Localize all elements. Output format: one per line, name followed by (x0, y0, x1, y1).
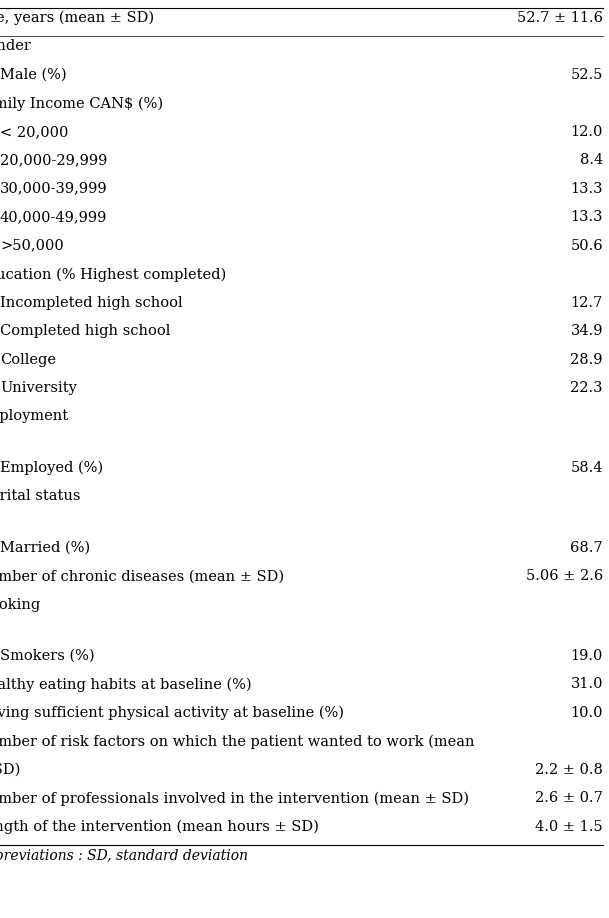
Text: 31.0: 31.0 (571, 677, 603, 691)
Text: 52.5: 52.5 (571, 68, 603, 82)
Text: 40,000-49,999: 40,000-49,999 (0, 210, 107, 224)
Text: 20,000-29,999: 20,000-29,999 (0, 153, 107, 167)
Text: 13.3: 13.3 (571, 210, 603, 224)
Text: 10.0: 10.0 (571, 706, 603, 720)
Text: 34.9: 34.9 (571, 324, 603, 338)
Text: Incompleted high school: Incompleted high school (0, 296, 183, 309)
Text: 58.4: 58.4 (571, 461, 603, 475)
Text: Completed high school: Completed high school (0, 324, 171, 338)
Text: Abbreviations : SD, standard deviation: Abbreviations : SD, standard deviation (0, 848, 248, 862)
Text: 68.7: 68.7 (570, 541, 603, 554)
Text: 12.0: 12.0 (571, 125, 603, 139)
Text: 2.6 ± 0.7: 2.6 ± 0.7 (535, 791, 603, 805)
Text: Length of the intervention (mean hours ± SD): Length of the intervention (mean hours ±… (0, 820, 319, 834)
Text: Smoking: Smoking (0, 598, 41, 611)
Text: Healthy eating habits at baseline (%): Healthy eating habits at baseline (%) (0, 677, 252, 692)
Text: Male (%): Male (%) (0, 68, 66, 82)
Text: 28.9: 28.9 (571, 353, 603, 366)
Text: Marital status: Marital status (0, 489, 80, 503)
Text: < 20,000: < 20,000 (0, 125, 68, 139)
Text: Age, years (mean ± SD): Age, years (mean ± SD) (0, 11, 153, 26)
Text: University: University (0, 381, 77, 395)
Text: Family Income CAN$ (%): Family Income CAN$ (%) (0, 96, 163, 111)
Text: 4.0 ± 1.5: 4.0 ± 1.5 (535, 820, 603, 834)
Text: Education (% Highest completed): Education (% Highest completed) (0, 267, 226, 282)
Text: >50,000: >50,000 (0, 239, 64, 252)
Text: Number of professionals involved in the intervention (mean ± SD): Number of professionals involved in the … (0, 791, 469, 806)
Text: Gender: Gender (0, 39, 30, 53)
Text: Smokers (%): Smokers (%) (0, 649, 94, 663)
Text: 5.06 ± 2.6: 5.06 ± 2.6 (526, 569, 603, 583)
Text: Employed (%): Employed (%) (0, 461, 103, 476)
Text: 22.3: 22.3 (571, 381, 603, 395)
Text: 8.4: 8.4 (580, 153, 603, 167)
Text: Having sufficient physical activity at baseline (%): Having sufficient physical activity at b… (0, 706, 343, 721)
Text: 2.2 ± 0.8: 2.2 ± 0.8 (535, 763, 603, 777)
Text: 19.0: 19.0 (571, 649, 603, 663)
Text: Employment: Employment (0, 409, 69, 423)
Text: Number of risk factors on which the patient wanted to work (mean: Number of risk factors on which the pati… (0, 734, 474, 749)
Text: Number of chronic diseases (mean ± SD): Number of chronic diseases (mean ± SD) (0, 569, 284, 583)
Text: 12.7: 12.7 (571, 296, 603, 309)
Text: 52.7 ± 11.6: 52.7 ± 11.6 (517, 11, 603, 25)
Text: Married (%): Married (%) (0, 541, 90, 554)
Text: College: College (0, 353, 56, 366)
Text: ± SD): ± SD) (0, 763, 20, 777)
Text: 50.6: 50.6 (570, 239, 603, 252)
Text: 30,000-39,999: 30,000-39,999 (0, 182, 108, 196)
Text: 13.3: 13.3 (571, 182, 603, 196)
